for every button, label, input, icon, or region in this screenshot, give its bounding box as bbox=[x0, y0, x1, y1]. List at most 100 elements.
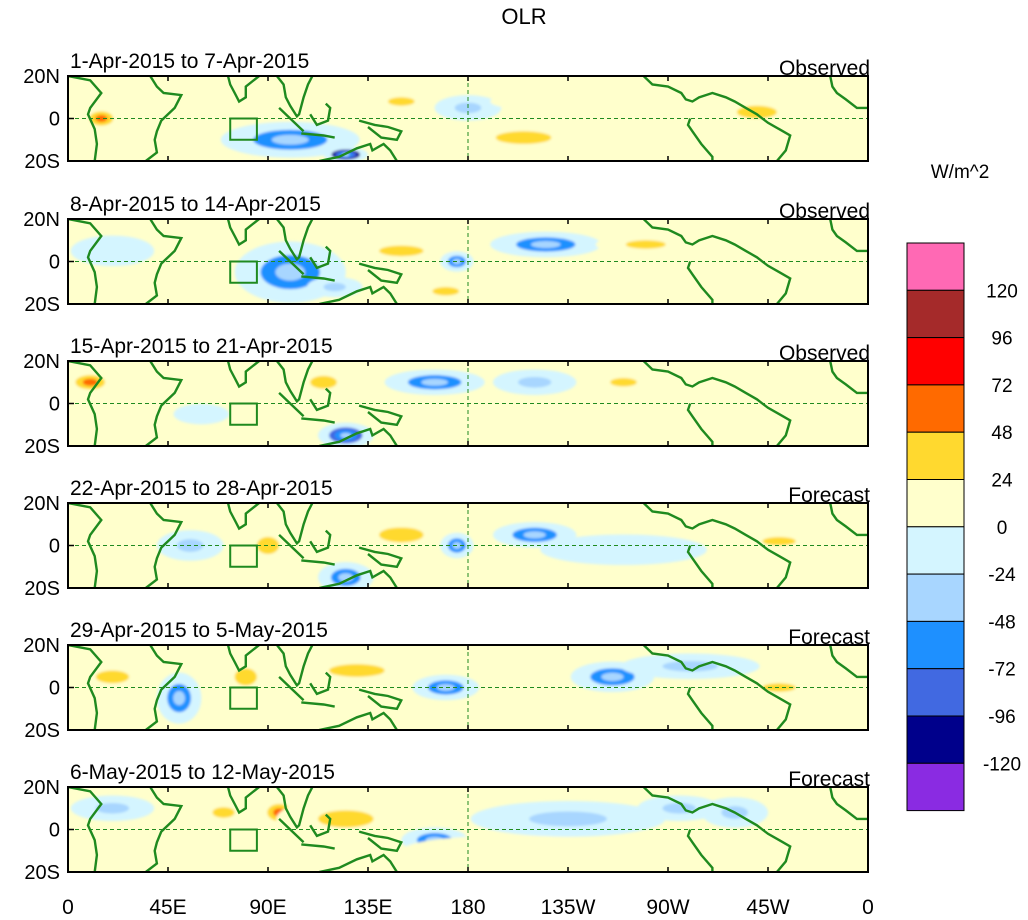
coastline-10 bbox=[642, 219, 792, 304]
anomaly-blob-2-level-1 bbox=[379, 527, 424, 543]
coastline-4 bbox=[275, 503, 314, 546]
coastline-1 bbox=[68, 787, 103, 872]
y-tick-label: 0 bbox=[49, 678, 60, 700]
coastline-5 bbox=[278, 250, 305, 276]
coastline-9 bbox=[318, 569, 398, 588]
anomaly-blob-4-level-1 bbox=[529, 811, 607, 827]
coastline-3 bbox=[226, 219, 260, 247]
y-tick-label: 20S bbox=[24, 862, 60, 884]
x-tick-label: 0 bbox=[62, 896, 74, 919]
x-tick-label: 90W bbox=[646, 896, 689, 919]
anomaly-blob-4-level-2 bbox=[421, 378, 448, 386]
coastline-6 bbox=[301, 275, 335, 282]
coastline-3 bbox=[226, 787, 260, 815]
y-tick-label: 20S bbox=[24, 436, 60, 458]
x-tick-label: 135W bbox=[541, 896, 596, 919]
colorbar-swatch bbox=[906, 715, 965, 764]
anomaly-blob-7-level-1 bbox=[762, 537, 796, 546]
coastline-7 bbox=[309, 387, 332, 412]
anomaly-blob-9-level-0 bbox=[401, 835, 624, 867]
coastline-1 bbox=[68, 219, 103, 304]
anomaly-blob-6-level-1 bbox=[736, 105, 777, 119]
anomaly-blob-3-level-1 bbox=[310, 375, 337, 389]
coastline-9 bbox=[318, 427, 398, 446]
anomaly-blob-2-level-1 bbox=[379, 245, 424, 257]
panel-5: 20N 0 20S 29-Apr-2015 to 5-May-2015 Forecast bbox=[23, 619, 870, 742]
colorbar-label: -72 bbox=[988, 660, 1015, 681]
panel-status: Observed bbox=[779, 57, 870, 80]
coastline-7 bbox=[309, 245, 332, 270]
olr-field bbox=[68, 219, 868, 304]
coastline-5 bbox=[278, 676, 305, 702]
coastline-8 bbox=[358, 546, 404, 569]
coastline-2 bbox=[145, 76, 184, 161]
olr-field bbox=[68, 645, 868, 730]
coastline-3 bbox=[226, 76, 260, 104]
x-tick-label: 45W bbox=[746, 896, 789, 919]
coastline-3 bbox=[226, 503, 260, 531]
colorbar-swatch bbox=[906, 384, 965, 433]
coastline-8 bbox=[358, 119, 404, 142]
colorbar-swatch bbox=[906, 479, 965, 528]
y-tick-label: 0 bbox=[49, 536, 60, 558]
coastline-7 bbox=[309, 102, 332, 127]
coastlines bbox=[68, 645, 868, 730]
anomaly-blob-5-level-2 bbox=[601, 672, 624, 682]
coastline-1 bbox=[68, 361, 103, 446]
coastline-5 bbox=[278, 107, 305, 133]
panel-status: Forecast bbox=[788, 768, 870, 791]
y-tick-label: 20S bbox=[24, 294, 60, 316]
anomaly-blob-2-level-1 bbox=[234, 668, 257, 686]
olr-field bbox=[68, 787, 868, 872]
olr-field bbox=[68, 361, 868, 446]
x-tick-label: 135E bbox=[343, 896, 392, 919]
coastline-12 bbox=[829, 787, 868, 821]
coastline-9 bbox=[318, 711, 398, 730]
coastline-9 bbox=[318, 142, 398, 161]
coastline-6 bbox=[301, 843, 335, 850]
anomaly-blob-5-level-1 bbox=[518, 376, 552, 388]
coastline-4 bbox=[275, 645, 314, 688]
coastline-12 bbox=[829, 361, 868, 395]
anomaly-blob-2-level-1 bbox=[318, 810, 374, 828]
coastline-4 bbox=[275, 361, 314, 404]
colorbar-swatch bbox=[906, 526, 965, 575]
anomaly-blob-4-level-1 bbox=[388, 97, 415, 106]
coastline-7 bbox=[309, 529, 332, 554]
y-tick-label: 0 bbox=[49, 252, 60, 274]
coastline-11 bbox=[686, 829, 714, 872]
anomaly-blob-4-level-2 bbox=[523, 531, 546, 539]
coastline-12 bbox=[829, 219, 868, 253]
coastline-7 bbox=[309, 813, 332, 838]
anomaly-blob-6-level-1 bbox=[610, 378, 637, 387]
coastline-10 bbox=[642, 787, 792, 872]
anomaly-blob-8-level-1 bbox=[762, 683, 796, 692]
coastline-5 bbox=[278, 392, 305, 418]
coastline-10 bbox=[642, 361, 792, 446]
y-tick-label: 20N bbox=[23, 351, 60, 373]
coastline-6 bbox=[301, 559, 335, 566]
panel-4: 20N 0 20S 22-Apr-2015 to 28-Apr-2015 Forecas… bbox=[23, 477, 870, 600]
panel-status: Forecast bbox=[788, 626, 870, 649]
coastline-1 bbox=[68, 645, 103, 730]
coastline-3 bbox=[226, 361, 260, 389]
coastlines bbox=[68, 76, 868, 161]
coastline-5 bbox=[278, 818, 305, 844]
coastline-8 bbox=[358, 262, 404, 285]
coastline-6 bbox=[301, 417, 335, 424]
x-tick-label: 180 bbox=[450, 896, 485, 919]
anomaly-blob-1-level-2 bbox=[95, 114, 108, 123]
colorbar-label: 24 bbox=[991, 471, 1013, 492]
anomaly-blob-5-level-1 bbox=[625, 240, 666, 249]
coastlines bbox=[68, 219, 868, 304]
panel-1: 20N 0 20S 1-Apr-2015 to 7-Apr-2015 Observed bbox=[23, 50, 870, 173]
anomaly-blob-8-level-0 bbox=[540, 534, 707, 566]
panel-period: 8-Apr-2015 to 14-Apr-2015 bbox=[70, 193, 321, 216]
coastline-10 bbox=[642, 645, 792, 730]
coastlines bbox=[68, 361, 868, 446]
coastline-1 bbox=[68, 76, 103, 161]
colorbar-label: 48 bbox=[991, 423, 1012, 444]
x-axis: 0 45E 90E 135E 180 135W 90W 45W 0 bbox=[62, 896, 874, 919]
